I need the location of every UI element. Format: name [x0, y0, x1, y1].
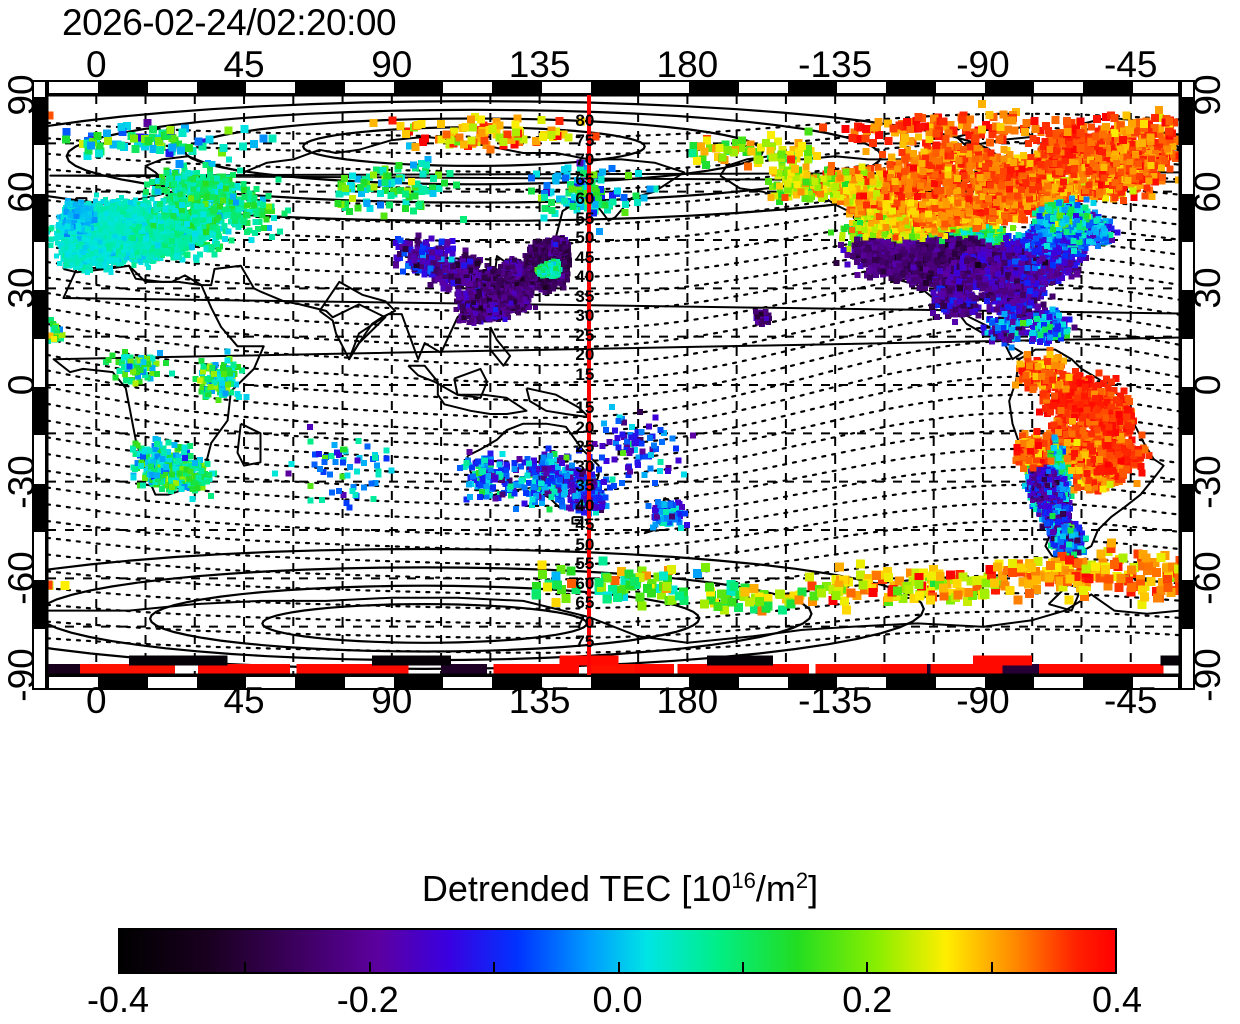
- dip-label-south--70: 70: [575, 613, 594, 633]
- frame-segment: [34, 387, 45, 435]
- lon-tick-6: -90: [956, 680, 1009, 722]
- map-canvas: [47, 95, 1180, 675]
- frame-segment: [34, 97, 45, 145]
- dip-label-south--25: 25: [575, 437, 594, 457]
- frame-segment: [985, 82, 1034, 93]
- dip-label-south--75: 75: [575, 632, 594, 652]
- lon-tick-3: 135: [509, 680, 571, 722]
- colorbar-tick-label-1: -0.2: [337, 978, 399, 1022]
- colorbar-minor-tick-1: [369, 962, 371, 972]
- dip-label-south--35: 35: [575, 476, 594, 496]
- colorbar-minor-tick-4: [742, 962, 744, 972]
- frame-segment: [34, 290, 45, 338]
- colorbar-title-exponent2: 2: [796, 868, 808, 893]
- frame-band-left: [32, 80, 47, 690]
- dip-label-south--55: 55: [575, 554, 594, 574]
- dip-label-north-45: 45: [575, 248, 594, 268]
- latitude-axis-right: 90 60 30 0 -30 -60 -90: [1186, 95, 1230, 675]
- longitude-axis-bottom: 0 45 90 135 180 -135 -90 -45: [47, 680, 1180, 722]
- lon-tick-4: 180: [657, 680, 719, 722]
- colorbar-title: Detrended TEC [1016/m2]: [0, 868, 1240, 910]
- dip-label-south--30: 30: [575, 457, 594, 477]
- lat-tick-5: -60: [1187, 552, 1229, 605]
- dip-label-south--20: 20: [575, 418, 594, 438]
- dip-label-south--60: 60: [575, 574, 594, 594]
- frame-segment: [788, 82, 837, 93]
- colorbar-tick-label-4: 0.4: [1092, 978, 1142, 1022]
- dip-label-north-65: 65: [575, 170, 594, 190]
- frame-segment: [295, 82, 344, 93]
- dip-label-south--50: 50: [575, 535, 594, 555]
- lon-tick-1: 45: [223, 680, 264, 722]
- dip-label-north-75: 75: [575, 131, 594, 151]
- colorbar-minor-tick-3: [618, 962, 620, 972]
- dip-label-north-15: 15: [575, 365, 594, 385]
- page-title: 2026-02-24/02:20:00: [62, 4, 396, 42]
- frame-segment: [1083, 82, 1132, 93]
- frame-segment: [197, 82, 246, 93]
- dip-label-north-40: 40: [575, 267, 594, 287]
- dip-label-north-60: 60: [575, 189, 594, 209]
- colorbar-tick-label-3: 0.2: [842, 978, 892, 1022]
- dip-label-north-70: 70: [575, 150, 594, 170]
- colorbar-minor-tick-5: [866, 962, 868, 972]
- lat-tick-0: 90: [1187, 74, 1229, 115]
- dip-label-south--65: 65: [575, 593, 594, 613]
- dip-label-north-35: 35: [575, 287, 594, 307]
- colorbar-title-close: ]: [808, 868, 818, 909]
- colorbar-title-main: Detrended TEC [10: [422, 868, 732, 909]
- lat-tick-6: -90: [1187, 648, 1229, 701]
- frame-segment: [492, 82, 541, 93]
- frame-segment: [689, 82, 738, 93]
- lon-tick-2: 90: [371, 680, 412, 722]
- dip-label-south--45: 45: [575, 515, 594, 535]
- lat-tick-4: -30: [1187, 455, 1229, 508]
- frame-segment: [886, 82, 935, 93]
- frame-segment: [34, 484, 45, 532]
- frame-segment: [394, 82, 443, 93]
- dip-label-south--15: 15: [575, 398, 594, 418]
- dip-label-north-25: 25: [575, 326, 594, 346]
- frame-segment: [34, 580, 45, 628]
- frame-band-top: [47, 80, 1180, 95]
- frame-segment: [34, 194, 45, 242]
- dip-label-south--40: 40: [575, 496, 594, 516]
- lon-tick-0: 0: [86, 680, 107, 722]
- dip-label-north-80: 80: [575, 111, 594, 131]
- tec-map-plot[interactable]: 80 75 70 65 60 55 50 45 40 35 30 25 20 15 15 20 25 30 35 40…: [47, 95, 1180, 675]
- colorbar-title-tail: /m: [756, 868, 796, 909]
- frame-segment: [591, 82, 640, 93]
- colorbar-tick-labels: -0.4 -0.2 0.0 0.2 0.4: [118, 978, 1117, 1024]
- lat-tick-3: 0: [1187, 375, 1229, 396]
- colorbar-tick-label-0: -0.4: [87, 978, 149, 1022]
- dip-label-north-20: 20: [575, 345, 594, 365]
- lon-tick-5: -135: [798, 680, 872, 722]
- colorbar-minor-tick-2: [493, 962, 495, 972]
- dip-label-north-55: 55: [575, 209, 594, 229]
- lat-tick-1: 60: [1187, 171, 1229, 212]
- frame-segment: [98, 82, 147, 93]
- colorbar-minor-tick-0: [244, 962, 246, 972]
- colorbar-title-exponent: 16: [731, 868, 755, 893]
- dip-label-north-30: 30: [575, 306, 594, 326]
- lat-tick-2: 30: [1187, 268, 1229, 309]
- dip-label-north-50: 50: [575, 228, 594, 248]
- colorbar-minor-tick-6: [991, 962, 993, 972]
- lon-tick-7: -45: [1104, 680, 1157, 722]
- colorbar[interactable]: [118, 928, 1117, 974]
- colorbar-tick-label-2: 0.0: [592, 978, 642, 1022]
